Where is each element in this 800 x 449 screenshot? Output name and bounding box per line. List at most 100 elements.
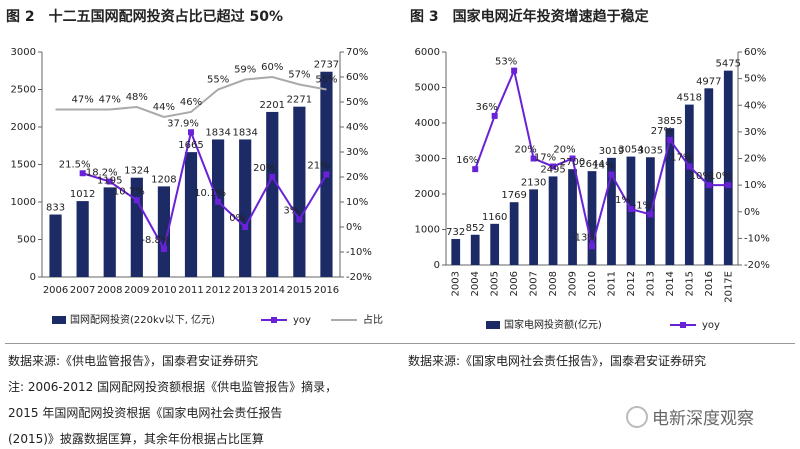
marker (269, 174, 276, 180)
data-label: 2201 (260, 100, 285, 111)
data-label: 5475 (716, 59, 741, 70)
source: 数据来源:《国家电网社会责任报告》，国泰君安证券研究 (408, 354, 707, 368)
y-tick-label: 6000 (415, 47, 440, 58)
legend-label: 国家电网投资额(亿元) (504, 318, 602, 331)
legend-swatch (52, 316, 66, 324)
marker (296, 216, 303, 223)
bar (76, 201, 89, 277)
data-label: 46% (180, 97, 202, 108)
data-label: 4977 (696, 76, 721, 87)
y-tick-label: 2000 (415, 189, 440, 200)
y-tick-label: 1000 (11, 197, 36, 208)
data-label: 2644 (579, 159, 604, 170)
bar (293, 106, 306, 277)
x-tick-label: 2010 (151, 285, 176, 296)
data-label: 3019 (599, 146, 624, 157)
y-tick-label: 2000 (11, 122, 36, 133)
x-tick-label: 2007 (70, 285, 95, 296)
y2-tick-label: 30% (744, 127, 766, 138)
data-label: 48% (126, 92, 148, 103)
x-tick-label: 2012 (205, 285, 230, 296)
y2-tick-label: 20% (744, 154, 766, 165)
x-tick-label: 2015 (287, 285, 312, 296)
charts: 图 2 十二五国网配网投资占比已超过 50% 0 500 1000 1500 2000 25… (6, 8, 770, 331)
data-label: 21% (307, 161, 329, 172)
data-label: 3% (283, 206, 299, 217)
legend-label: yoy (293, 315, 311, 326)
y2-tick-label: -20% (744, 260, 770, 271)
data-label: 1834 (232, 127, 257, 138)
line (82, 128, 328, 252)
data-label: 852 (466, 223, 485, 234)
y2-tick-label: 50% (744, 74, 766, 85)
marker (106, 178, 113, 185)
x-tick-label: 2014 (260, 285, 285, 296)
x-tick-label: 2008 (97, 285, 122, 296)
y2-tick-label: 30% (346, 147, 368, 158)
data-label: 732 (446, 227, 465, 238)
data-label: 1208 (151, 174, 176, 185)
watermark-icon (626, 406, 648, 428)
x-tick-label: 2009 (124, 285, 149, 296)
data-label: 2130 (521, 177, 546, 188)
bar (529, 189, 538, 265)
marker (242, 224, 249, 230)
x-tick-label: 2003 (451, 271, 462, 296)
marker (627, 206, 634, 213)
x-tick-label: 2011 (178, 285, 203, 296)
x-tick-label: 2005 (490, 271, 501, 296)
x-tick-label: 2014 (665, 271, 676, 296)
data-label: -13% (571, 232, 597, 243)
legend-label: 国网配网投资(220kv以下, 亿元) (70, 313, 215, 326)
marker (608, 171, 615, 178)
marker (647, 211, 654, 218)
bar (211, 139, 225, 277)
x-tick-label: 2006 (509, 271, 520, 296)
data-label: 3054 (618, 145, 643, 156)
data-label: 20% (514, 145, 536, 156)
data-label: 20% (253, 163, 275, 174)
data-label: 2495 (540, 164, 565, 175)
y-tick-label: 3000 (415, 154, 440, 165)
bar (184, 152, 198, 277)
note: 2015 年国网配网投资根据《国家电网社会责任报告 (8, 406, 283, 420)
legend-swatch (680, 322, 686, 328)
data-label: 10% (709, 171, 731, 182)
bar (723, 70, 733, 265)
y2-tick-label: 60% (346, 72, 368, 83)
x-tick-label: 2011 (606, 271, 617, 296)
marker (725, 182, 732, 189)
data-label: 55% (207, 75, 229, 86)
x-tick-label: 2013 (645, 271, 656, 296)
y2-tick-label: -20% (346, 272, 372, 283)
data-label: 27% (651, 126, 673, 137)
data-label: 2700 (560, 157, 585, 168)
data-label: 3855 (657, 116, 682, 127)
y-tick-label: 500 (17, 235, 36, 246)
data-label: 47% (72, 95, 94, 106)
marker (323, 171, 330, 178)
data-label: 37.9% (167, 118, 199, 129)
data-label: 1769 (501, 190, 526, 201)
y2-tick-label: 0% (346, 222, 362, 233)
legend-swatch (271, 317, 277, 323)
marker (511, 67, 518, 74)
marker (472, 166, 479, 173)
bar (451, 239, 461, 265)
data-label: 1324 (124, 166, 149, 177)
data-label: 17% (534, 152, 556, 163)
y2-tick-label: 50% (346, 97, 368, 108)
data-label: 10% (690, 171, 712, 182)
y-tick-label: 2500 (11, 85, 36, 96)
data-label: 1012 (70, 189, 95, 200)
data-label: -1% (633, 200, 652, 211)
marker (569, 155, 576, 162)
data-label: 1665 (178, 140, 203, 151)
data-label: 2737 (314, 60, 339, 71)
y2-tick-label: -10% (346, 247, 372, 258)
source: 数据来源:《供电监管报告》，国泰君安证券研究 (8, 354, 259, 368)
marker (686, 163, 693, 170)
data-label: 21.5% (59, 159, 91, 170)
x-tick-label: 2009 (568, 271, 579, 296)
